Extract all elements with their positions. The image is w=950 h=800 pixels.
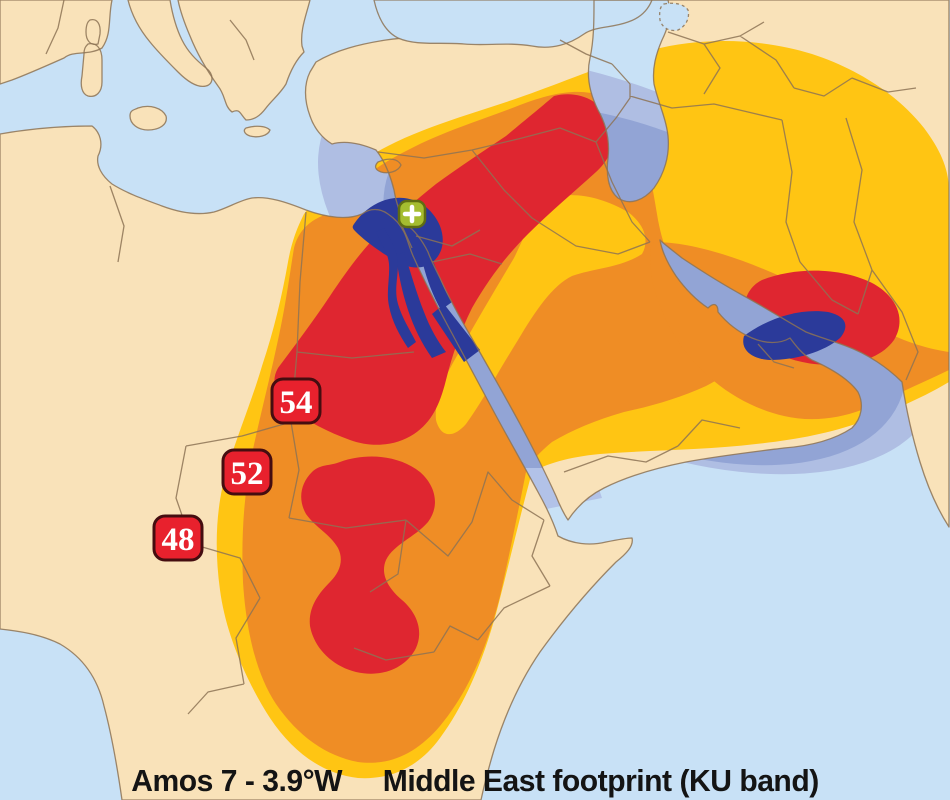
contour-label-52: 52 bbox=[221, 448, 273, 496]
country-borders bbox=[45, 0, 919, 715]
contour-54dbw-red-sudan bbox=[301, 456, 435, 674]
contour-badge-48-value: 48 bbox=[162, 522, 195, 558]
contour-label-54: 54 bbox=[270, 377, 322, 425]
contour-badge-52-shape bbox=[221, 448, 273, 496]
contour-badge-52-value: 52 bbox=[231, 456, 264, 492]
beam-core-oman bbox=[743, 311, 846, 360]
contour-label-48: 48 bbox=[152, 514, 204, 562]
beam-center-marker bbox=[397, 199, 427, 229]
beam-core-gulf-of-aqaba bbox=[423, 258, 452, 310]
contour-badge-54-shape bbox=[270, 377, 322, 425]
contour-badge-48-shape bbox=[152, 514, 204, 562]
nile-river bbox=[376, 228, 416, 348]
contour-badge-54-value: 54 bbox=[280, 385, 313, 421]
blue-beam-core bbox=[352, 197, 846, 362]
beam-core-gulf-of-suez bbox=[396, 252, 446, 358]
plus-glyph bbox=[402, 204, 422, 224]
